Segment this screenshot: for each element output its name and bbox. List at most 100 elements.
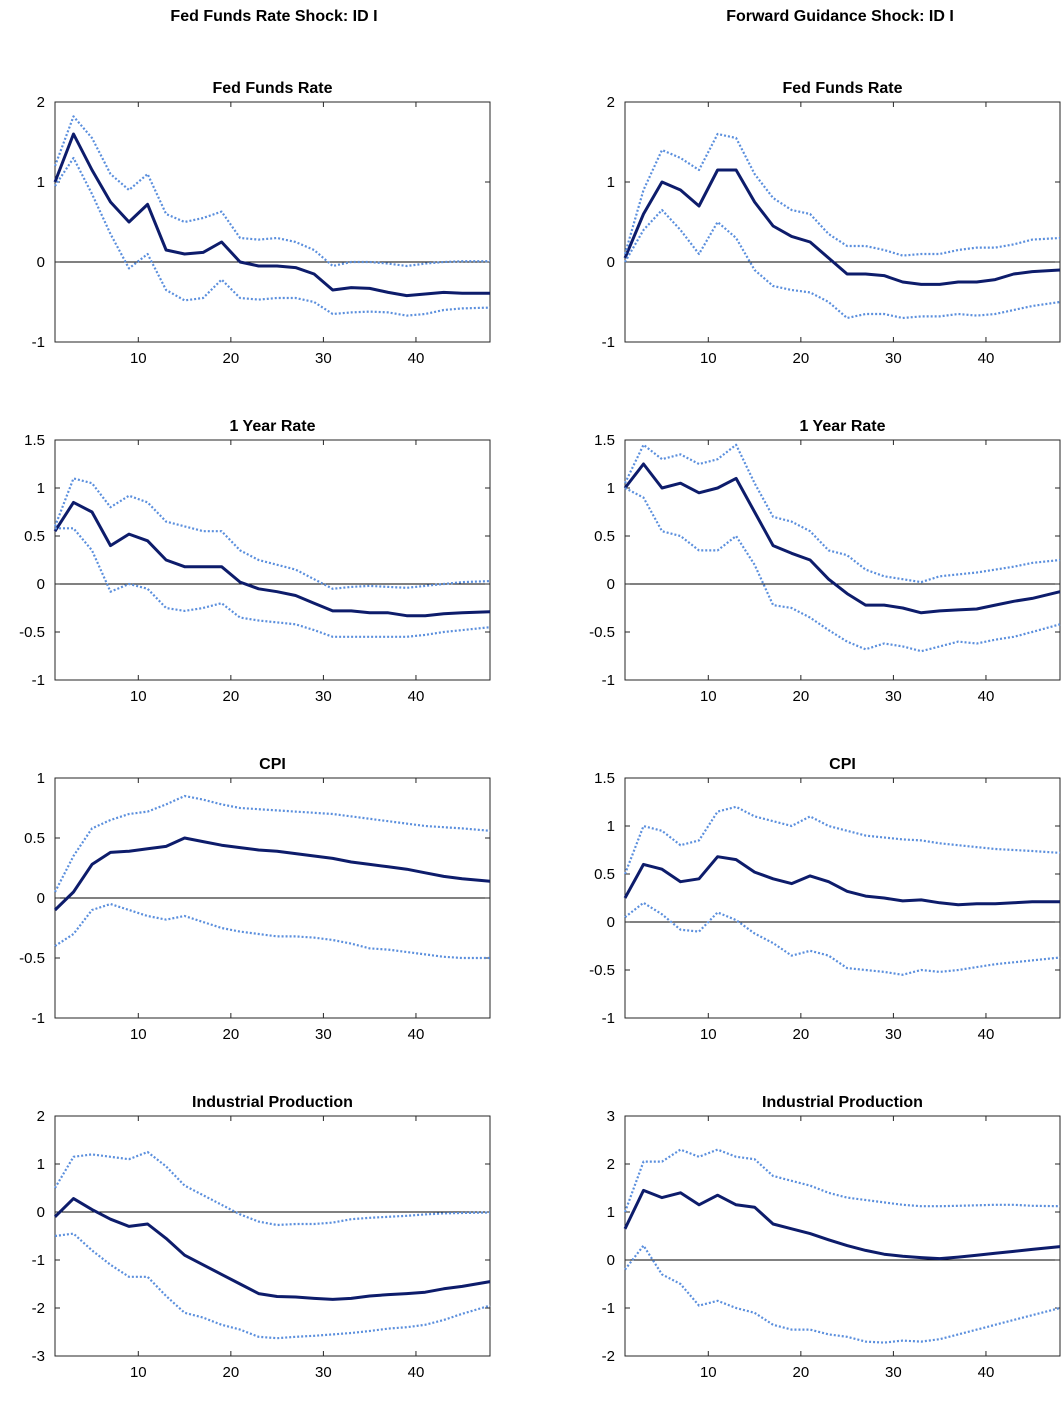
y-tick-label: -0.5	[19, 950, 45, 967]
lower-band-line	[55, 527, 491, 638]
median-line	[623, 462, 1061, 615]
median-line	[53, 836, 491, 912]
y-tick-label: 2	[37, 1108, 45, 1125]
x-tick-label: 40	[978, 350, 995, 367]
lower-band-line	[624, 487, 1061, 653]
lower-band-line	[54, 1232, 491, 1340]
y-tick-label: -1	[602, 1300, 615, 1317]
chart-1-year-rate-left: 1 Year Rate 10 20 30 40 -1 -0.5 0 0.5 1 1.5	[19, 418, 491, 705]
x-tick-label: 10	[130, 1364, 147, 1381]
x-tick-label: 30	[315, 350, 332, 367]
plot-frame	[624, 439, 1061, 681]
upper-band-line	[53, 115, 490, 268]
y-tick-label: 1	[37, 770, 45, 787]
x-tick-label: 10	[700, 1026, 717, 1043]
x-tick-label: 30	[885, 1364, 902, 1381]
y-tick-label: 0.5	[24, 830, 45, 847]
lower-band-line	[624, 208, 1061, 320]
y-tick-label: 0.5	[594, 528, 615, 545]
y-tick-label: -1	[602, 1010, 615, 1027]
median-line	[53, 132, 490, 298]
panel-title: CPI	[259, 756, 286, 773]
y-tick-label: -0.5	[589, 962, 615, 979]
y-tick-label: 2	[607, 1156, 615, 1173]
y-tick-label: 1	[37, 174, 45, 191]
y-tick-label: -1	[32, 672, 45, 689]
x-tick-label: 10	[700, 350, 717, 367]
y-tick-label: 0	[607, 914, 615, 931]
x-tick-label: 10	[130, 1026, 147, 1043]
y-tick-label: -1	[32, 334, 45, 351]
x-tick-label: 20	[793, 1364, 810, 1381]
x-tick-label: 40	[978, 688, 995, 705]
x-tick-label: 40	[408, 1364, 425, 1381]
y-tick-label: 0	[607, 254, 615, 271]
panel-title: Fed Funds Rate	[782, 80, 902, 97]
lower-band-line	[624, 901, 1061, 976]
plot-frame	[624, 101, 1061, 343]
y-tick-label: 1	[37, 480, 45, 497]
y-tick-label: 2	[37, 94, 45, 111]
x-tick-label: 20	[223, 350, 240, 367]
median-line	[623, 855, 1060, 907]
x-tick-label: 40	[978, 1026, 995, 1043]
column-title-left: Fed Funds Rate Shock: ID I	[170, 8, 378, 25]
chart-cpi-right: CPI 10 20 30 40 -1 -0.5 0 0.5 1 1.5	[589, 756, 1061, 1043]
y-tick-label: -1	[32, 1010, 45, 1027]
y-tick-label: 0	[607, 1252, 615, 1269]
lower-band-line	[54, 902, 490, 960]
y-tick-label: 0.5	[24, 528, 45, 545]
y-tick-label: 1	[37, 1156, 45, 1173]
y-tick-label: -1	[602, 672, 615, 689]
x-tick-label: 30	[315, 1026, 332, 1043]
lower-band-line	[624, 1244, 1061, 1344]
upper-band-line	[54, 1150, 491, 1227]
x-tick-label: 20	[793, 350, 810, 367]
upper-band-line	[623, 132, 1061, 257]
x-tick-label: 10	[700, 688, 717, 705]
median-line	[53, 1197, 491, 1301]
panel-title: Fed Funds Rate	[212, 80, 332, 97]
x-tick-label: 10	[700, 1364, 717, 1381]
chart-fed-funds-rate-right: Fed Funds Rate 10 20 30 40 -1 0 1 2	[602, 80, 1061, 367]
y-tick-label: 1.5	[24, 432, 45, 449]
x-tick-label: 20	[223, 1364, 240, 1381]
median-line	[623, 168, 1061, 286]
median-line	[623, 1188, 1061, 1261]
chart-fed-funds-rate-left: Fed Funds Rate 10 20 30 40 -1 0 1 2	[32, 80, 491, 367]
x-tick-label: 30	[885, 350, 902, 367]
y-tick-label: 1.5	[594, 432, 615, 449]
panel-title: CPI	[829, 756, 856, 773]
y-tick-label: 2	[607, 94, 615, 111]
panel-title: 1 Year Rate	[800, 418, 886, 435]
panel-title: Industrial Production	[762, 1094, 923, 1111]
x-tick-label: 20	[223, 688, 240, 705]
y-tick-label: 1	[607, 1204, 615, 1221]
lower-band-line	[54, 156, 491, 317]
y-tick-label: -0.5	[589, 624, 615, 641]
y-tick-label: -2	[32, 1300, 45, 1317]
column-title-right: Forward Guidance Shock: ID I	[726, 8, 954, 25]
upper-band-line	[624, 443, 1061, 584]
plot-frame	[624, 1115, 1061, 1357]
y-tick-label: 1.5	[594, 770, 615, 787]
y-tick-label: 1	[607, 480, 615, 497]
upper-band-line	[54, 794, 491, 893]
x-tick-label: 30	[315, 1364, 332, 1381]
chart-industrial-production-left: Industrial Production 10 20 30 40 -3 -2 -1 0 1 2	[32, 1094, 491, 1381]
y-tick-label: 3	[607, 1108, 615, 1125]
upper-band-line	[53, 477, 491, 590]
x-tick-label: 10	[130, 688, 147, 705]
y-tick-label: -1	[602, 334, 615, 351]
y-tick-label: -2	[602, 1348, 615, 1365]
x-tick-label: 20	[223, 1026, 240, 1043]
y-tick-label: 1	[607, 818, 615, 835]
median-line	[53, 500, 491, 618]
y-tick-label: 0	[37, 1204, 45, 1221]
x-tick-label: 40	[408, 350, 425, 367]
plot-frame	[624, 777, 1061, 1019]
x-tick-label: 20	[793, 688, 810, 705]
y-tick-label: 0	[607, 576, 615, 593]
upper-band-line	[623, 1148, 1061, 1213]
y-tick-label: -1	[32, 1252, 45, 1269]
